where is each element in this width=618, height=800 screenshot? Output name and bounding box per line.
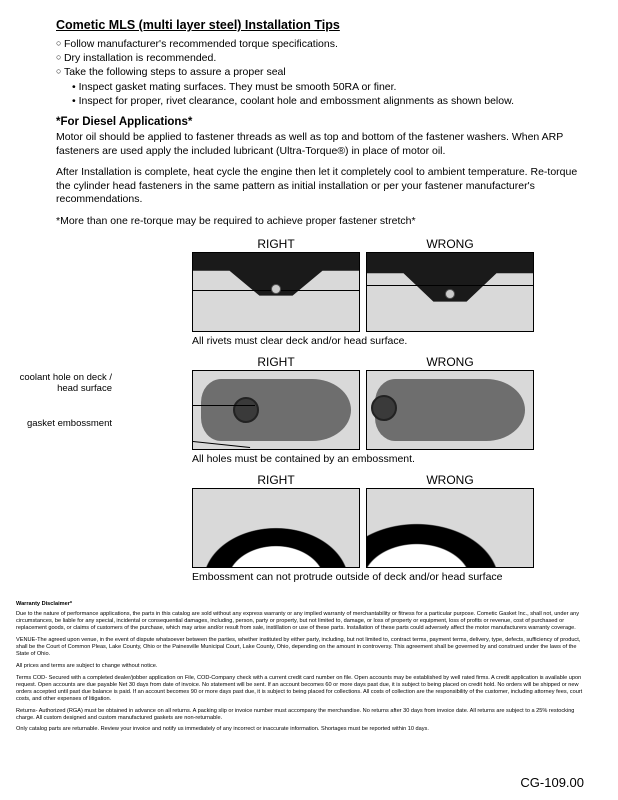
label-wrong: WRONG (366, 473, 534, 487)
bullet-subitem: Inspect for proper, rivet clearance, coo… (56, 94, 590, 108)
diesel-para-1: Motor oil should be applied to fastener … (56, 131, 590, 158)
figure-row-holes: coolant hole on deck / head surface gask… (56, 355, 590, 465)
caption-holes: All holes must be contained by an emboss… (192, 453, 590, 465)
callout-embossment: gasket embossment (2, 419, 112, 430)
disclaimer-para: Only catalog parts are returnable. Revie… (16, 726, 590, 733)
diesel-heading: *For Diesel Applications* (56, 116, 590, 128)
warranty-disclaimer: Warranty Disclaimer* Due to the nature o… (16, 601, 590, 734)
bullet-item: Take the following steps to assure a pro… (56, 65, 590, 79)
caption-rivets: All rivets must clear deck and/or head s… (192, 335, 590, 347)
label-wrong: WRONG (366, 237, 534, 251)
bullet-item: Follow manufacturer's recommended torque… (56, 37, 590, 51)
callout-labels: coolant hole on deck / head surface gask… (2, 373, 112, 430)
figure-row-rivets: RIGHT WRONG All rivets must clear deck a… (56, 237, 590, 347)
diesel-para-2: After Installation is complete, heat cyc… (56, 166, 590, 207)
disclaimer-para: VENUE-The agreed upon venue, in the even… (16, 637, 590, 658)
bullet-subitem: Inspect gasket mating surfaces. They mus… (56, 80, 590, 94)
label-right: RIGHT (192, 473, 360, 487)
disclaimer-para: All prices and terms are subject to chan… (16, 663, 590, 670)
panel-protrude-wrong (366, 488, 534, 568)
panel-protrude-right (192, 488, 360, 568)
disclaimer-heading: Warranty Disclaimer* (16, 601, 590, 608)
bullet-list: Follow manufacturer's recommended torque… (56, 37, 590, 108)
page-footer-code: CG-109.00 (520, 775, 584, 790)
panel-rivet-wrong (366, 252, 534, 332)
disclaimer-para: Returns- Authorized (RGA) must be obtain… (16, 708, 590, 722)
bullet-item: Dry installation is recommended. (56, 51, 590, 65)
page-title: Cometic MLS (multi layer steel) Installa… (56, 18, 590, 32)
label-right: RIGHT (192, 355, 360, 369)
panel-hole-wrong (366, 370, 534, 450)
figure-row-protrude: RIGHT WRONG Embossment can not protrude … (56, 473, 590, 583)
label-wrong: WRONG (366, 355, 534, 369)
label-right: RIGHT (192, 237, 360, 251)
panel-hole-right (192, 370, 360, 450)
callout-coolant: coolant hole on deck / head surface (2, 373, 112, 395)
disclaimer-para: Due to the nature of performance applica… (16, 611, 590, 632)
panel-rivet-right (192, 252, 360, 332)
diesel-para-3: *More than one re-torque may be required… (56, 215, 590, 229)
disclaimer-para: Terms COD- Secured with a completed deal… (16, 675, 590, 703)
figures-section: RIGHT WRONG All rivets must clear deck a… (56, 237, 590, 583)
caption-protrude: Embossment can not protrude outside of d… (192, 571, 590, 583)
